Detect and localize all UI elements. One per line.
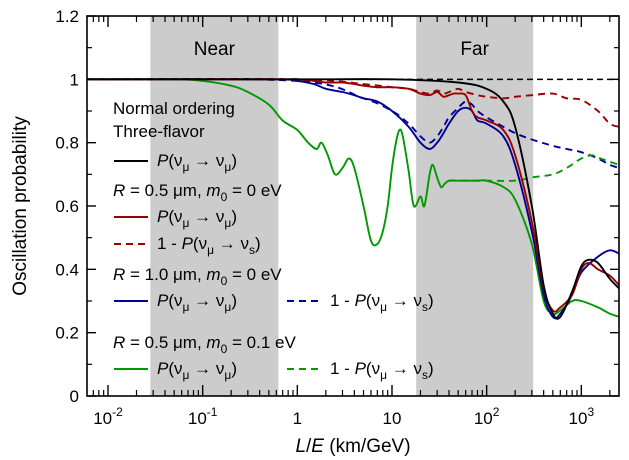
y-tick-label: 0.2: [55, 324, 79, 343]
legend-group-r05-m0: R = 0.5 μm, m0 = 0 eV: [113, 181, 282, 204]
legend-label-r10-p-mumu: P(νμ → νμ): [157, 291, 237, 314]
y-tick-label: 1: [70, 70, 79, 89]
y-axis-label: Oscillation probability: [10, 116, 31, 296]
legend: Normal ordering Three-flavor P(νμ → νμ) R =…: [113, 99, 434, 382]
legend-group-r05-m01: R = 0.5 μm, m0 = 0.1 eV: [113, 333, 296, 356]
region-far: [416, 16, 534, 396]
x-tick-label: 10: [383, 409, 402, 428]
legend-heading-three-flavor: Three-flavor: [113, 122, 205, 141]
x-tick-label: 102: [474, 405, 500, 428]
x-tick-label: 1: [293, 409, 302, 428]
legend-label-r05-p-mumu: P(νμ → νμ): [157, 207, 237, 230]
series-three-flavor: [87, 78, 619, 320]
y-tick-label: 1.2: [55, 7, 79, 26]
legend-label-r05m01-one-minus: 1 - P(νμ → νs): [330, 359, 434, 382]
legend-label-three-flavor: P(νμ → νμ): [157, 151, 237, 174]
x-axis-label: L/E (km/GeV): [295, 436, 410, 457]
region-label-near: Near: [194, 39, 236, 60]
legend-label-r05m01-p-mumu: P(νμ → νμ): [157, 359, 237, 382]
region-label-far: Far: [460, 39, 489, 60]
axis-ticks: 0 0.2 0.4 0.6 0.8 1 1.2 10-2 10-1 1 10 102 103: [55, 7, 619, 428]
legend-label-r10-one-minus: 1 - P(νμ → νs): [330, 291, 434, 314]
series-lines: [87, 78, 619, 320]
y-tick-label: 0.6: [55, 197, 79, 216]
y-tick-label: 0: [70, 387, 79, 406]
legend-label-r05-one-minus: 1 - P(νμ → νs): [157, 234, 261, 257]
series-r10-p-mumu: [87, 78, 619, 320]
series-r05m01-one-minus: [448, 154, 619, 182]
series-r05m01-p-mumu: [87, 78, 619, 318]
x-tick-label: 10-2: [93, 405, 123, 428]
series-r05-p-mumu: [87, 78, 619, 313]
y-tick-label: 0.8: [55, 134, 79, 153]
x-tick-label: 10-1: [188, 405, 218, 428]
y-tick-label: 0.4: [55, 260, 79, 279]
legend-group-r10-m0: R = 1.0 μm, m0 = 0 eV: [113, 265, 282, 288]
legend-heading-normal-ordering: Normal ordering: [113, 99, 235, 118]
x-tick-label: 103: [569, 405, 595, 428]
